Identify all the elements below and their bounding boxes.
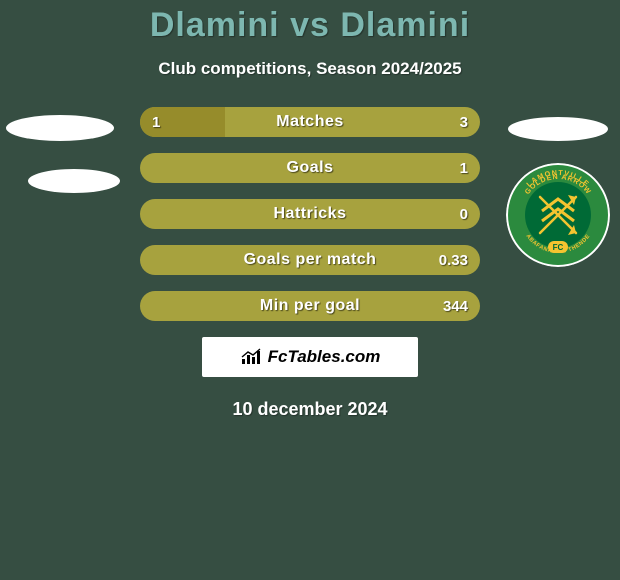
content-area: LAMONTVILLE GOLDEN ARROW ABAFANA BES'THE… — [0, 107, 620, 420]
stat-row-value-right: 0.33 — [439, 245, 468, 275]
stat-row: Hattricks0 — [140, 199, 480, 229]
stat-row-label: Goals per match — [140, 245, 480, 275]
stat-row-value-left: 1 — [152, 107, 160, 137]
club-badge: LAMONTVILLE GOLDEN ARROW ABAFANA BES'THE… — [506, 163, 610, 267]
footer-brand-box: FcTables.com — [202, 337, 418, 377]
club-badge-svg: LAMONTVILLE GOLDEN ARROW ABAFANA BES'THE… — [506, 163, 610, 267]
stat-row: Goals per match0.33 — [140, 245, 480, 275]
date-text: 10 december 2024 — [0, 399, 620, 420]
stat-rows: Matches13Goals1Hattricks0Goals per match… — [140, 107, 480, 321]
stat-row: Matches1 3 — [140, 107, 480, 137]
chart-icon — [240, 347, 264, 367]
page-title: Dlamini vs Dlamini — [0, 0, 620, 45]
badge-fc-text: FC — [553, 243, 564, 252]
left-player-placeholder — [6, 107, 120, 193]
stat-row-label: Matches — [140, 107, 480, 137]
right-player-area: LAMONTVILLE GOLDEN ARROW ABAFANA BES'THE… — [506, 107, 610, 267]
comparison-card: Dlamini vs Dlamini Club competitions, Se… — [0, 0, 620, 580]
stat-row-label: Min per goal — [140, 291, 480, 321]
right-ellipse — [508, 117, 608, 141]
footer-brand-text: FcTables.com — [268, 347, 381, 367]
stat-row-value-right: 0 — [460, 199, 468, 229]
stat-row-value-right: 344 — [443, 291, 468, 321]
left-ellipse-2 — [28, 169, 120, 193]
stat-row-value-right: 3 — [460, 107, 468, 137]
stat-row-label: Hattricks — [140, 199, 480, 229]
stat-row-label: Goals — [140, 153, 480, 183]
stat-row-value-right: 1 — [460, 153, 468, 183]
stat-row: Min per goal344 — [140, 291, 480, 321]
left-ellipse-1 — [6, 115, 114, 141]
stat-row: Goals1 — [140, 153, 480, 183]
subtitle: Club competitions, Season 2024/2025 — [0, 59, 620, 79]
